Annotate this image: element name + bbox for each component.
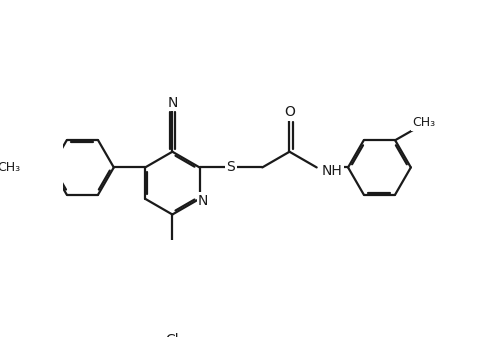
Text: N: N (198, 194, 208, 208)
Text: NH: NH (321, 164, 342, 178)
Text: CH₃: CH₃ (0, 161, 20, 174)
Text: Cl: Cl (165, 333, 179, 337)
Text: N: N (167, 96, 177, 110)
Text: O: O (284, 105, 295, 120)
Text: CH₃: CH₃ (411, 117, 434, 129)
Text: S: S (226, 160, 235, 175)
